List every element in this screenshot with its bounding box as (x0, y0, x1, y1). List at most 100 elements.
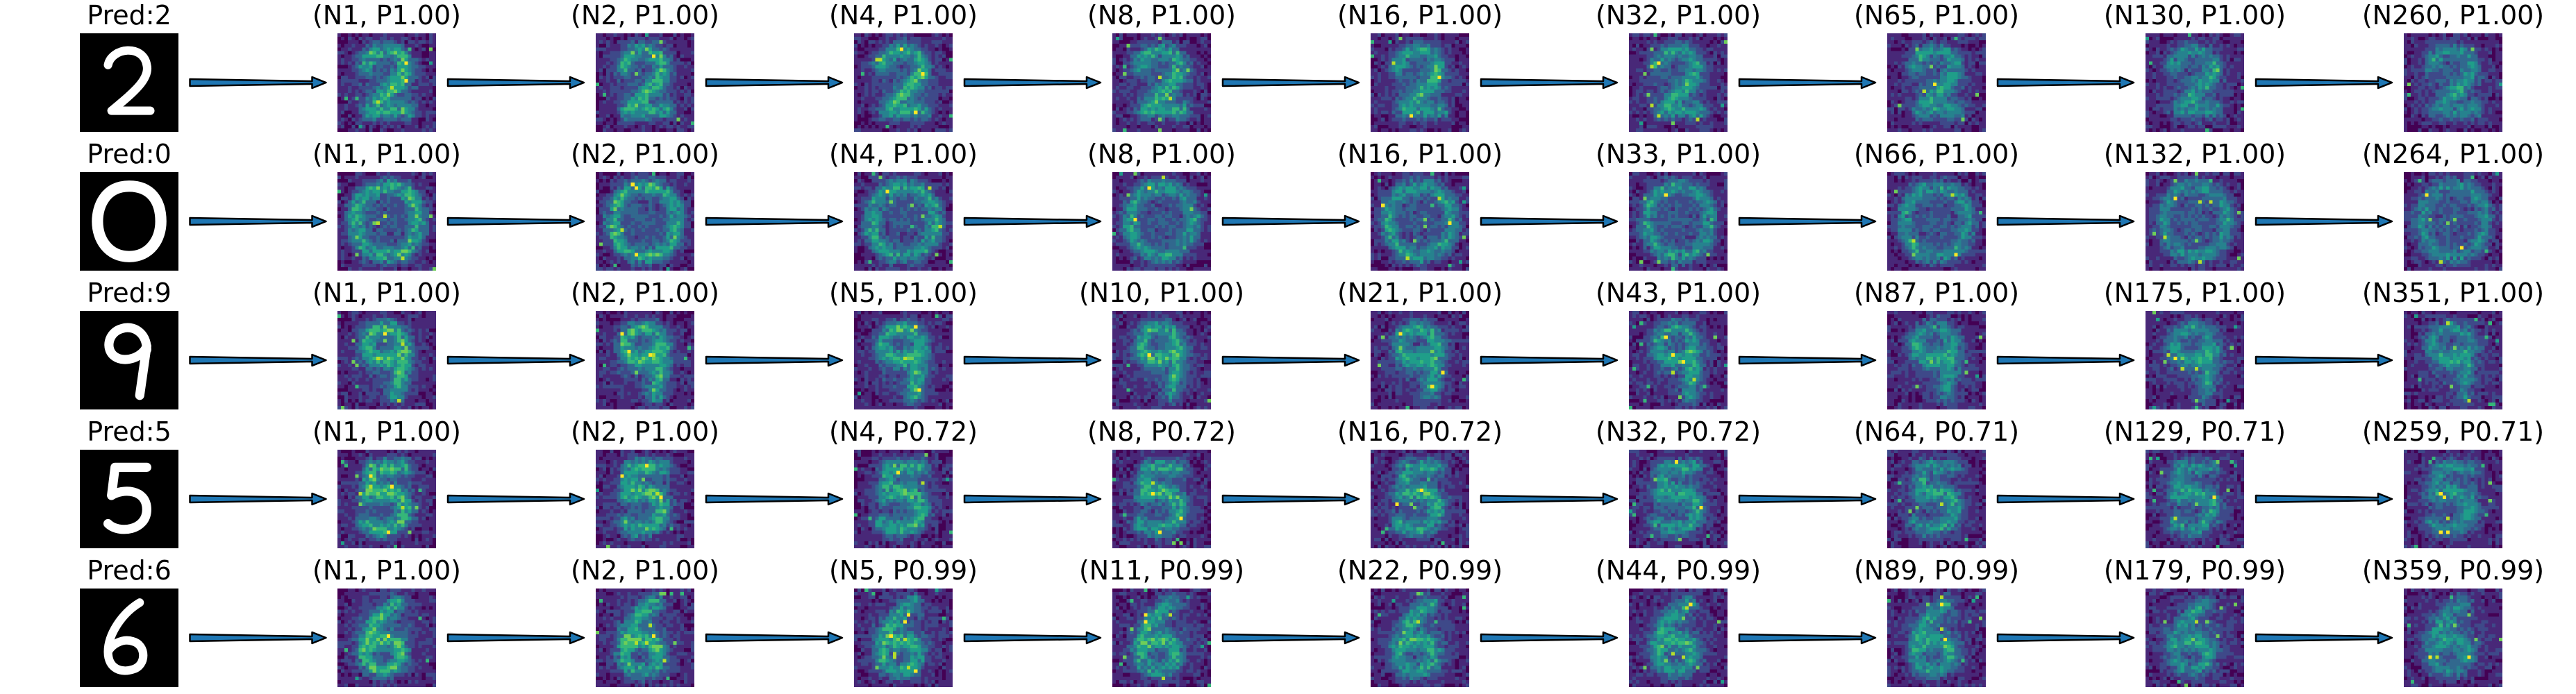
saliency-heatmap (1887, 172, 1986, 271)
saliency-step-panel: (N33, P1.00) (1596, 139, 1761, 271)
arrow-icon (2255, 492, 2393, 506)
saliency-heatmap (337, 311, 436, 409)
arrow-icon (1738, 492, 1877, 506)
arrow-icon (189, 214, 327, 228)
prediction-label: Pred:5 (0, 416, 282, 447)
saliency-step-panel: (N2, P1.00) (571, 278, 719, 409)
input-digit-image (80, 172, 178, 271)
saliency-step-panel: (N21, P1.00) (1337, 278, 1503, 409)
step-label: (N16, P1.00) (1267, 139, 1573, 169)
saliency-heatmap (1629, 172, 1728, 271)
arrow-icon (1221, 214, 1360, 228)
saliency-step-panel: (N65, P1.00) (1854, 0, 2019, 132)
input-panel: Pred:0 (80, 139, 178, 271)
input-digit-image (80, 450, 178, 548)
input-panel: Pred:2 (80, 0, 178, 132)
step-label: (N1, P1.00) (234, 416, 540, 447)
step-label: (N65, P1.00) (1784, 0, 2089, 31)
arrow-icon (446, 76, 585, 90)
saliency-step-panel: (N2, P1.00) (571, 416, 719, 548)
step-label: (N4, P1.00) (751, 0, 1056, 31)
arrow-icon (705, 631, 844, 645)
saliency-heatmap (854, 589, 953, 687)
saliency-heatmap (2404, 172, 2502, 271)
arrow-icon (1996, 631, 2135, 645)
saliency-step-panel: (N132, P1.00) (2104, 139, 2286, 271)
saliency-step-panel: (N87, P1.00) (1854, 278, 2019, 409)
saliency-heatmap (1112, 33, 1211, 132)
saliency-step-panel: (N16, P1.00) (1337, 0, 1503, 132)
arrow-icon (189, 353, 327, 367)
input-panel: Pred:6 (80, 555, 178, 687)
arrow-icon (963, 631, 1102, 645)
step-label: (N264, P1.00) (2300, 139, 2576, 169)
step-label: (N259, P0.71) (2300, 416, 2576, 447)
saliency-heatmap (1112, 450, 1211, 548)
saliency-step-panel: (N1, P1.00) (312, 555, 461, 687)
saliency-step-panel: (N259, P0.71) (2362, 416, 2544, 548)
saliency-heatmap (854, 33, 953, 132)
saliency-step-panel: (N179, P0.99) (2104, 555, 2286, 687)
step-label: (N5, P0.99) (751, 555, 1056, 586)
step-label: (N1, P1.00) (234, 139, 540, 169)
saliency-heatmap (1112, 311, 1211, 409)
step-label: (N4, P1.00) (751, 139, 1056, 169)
step-label: (N22, P0.99) (1267, 555, 1573, 586)
input-digit-image (80, 33, 178, 132)
figure-row: Pred:2 (N1, P1.00) (N2, P1.00) (N4, P1.00)(… (0, 0, 2576, 139)
arrow-icon (963, 492, 1102, 506)
figure-row: Pred:9 (N1, P1.00) (N2, P1.00) (N5, P1.00)(… (0, 278, 2576, 416)
step-label: (N1, P1.00) (234, 0, 540, 31)
arrow-icon (705, 214, 844, 228)
arrow-icon (446, 631, 585, 645)
saliency-heatmap (596, 589, 694, 687)
arrow-icon (1738, 214, 1877, 228)
saliency-step-panel: (N64, P0.71) (1854, 416, 2019, 548)
saliency-step-panel: (N43, P1.00) (1596, 278, 1761, 409)
step-label: (N1, P1.00) (234, 278, 540, 308)
saliency-step-panel: (N16, P1.00) (1337, 139, 1503, 271)
step-label: (N32, P1.00) (1525, 0, 1831, 31)
step-label: (N11, P0.99) (1009, 555, 1314, 586)
arrow-icon (1996, 492, 2135, 506)
saliency-heatmap (1887, 33, 1986, 132)
step-label: (N16, P1.00) (1267, 0, 1573, 31)
saliency-heatmap (854, 450, 953, 548)
prediction-label: Pred:2 (0, 0, 282, 31)
step-label: (N32, P0.72) (1525, 416, 1831, 447)
saliency-step-panel: (N8, P1.00) (1087, 139, 1236, 271)
input-panel: Pred:5 (80, 416, 178, 548)
step-label: (N4, P0.72) (751, 416, 1056, 447)
saliency-heatmap (596, 311, 694, 409)
step-label: (N351, P1.00) (2300, 278, 2576, 308)
arrow-icon (1996, 214, 2135, 228)
saliency-heatmap (596, 33, 694, 132)
saliency-heatmap (2146, 172, 2244, 271)
step-label: (N2, P1.00) (492, 555, 798, 586)
saliency-heatmap (2146, 450, 2244, 548)
step-label: (N260, P1.00) (2300, 0, 2576, 31)
arrow-icon (1221, 492, 1360, 506)
saliency-step-panel: (N175, P1.00) (2104, 278, 2286, 409)
arrow-icon (963, 76, 1102, 90)
input-panel: Pred:9 (80, 278, 178, 409)
arrow-icon (1480, 214, 1619, 228)
step-label: (N2, P1.00) (492, 0, 798, 31)
saliency-heatmap (2404, 450, 2502, 548)
step-label: (N64, P0.71) (1784, 416, 2089, 447)
arrow-icon (1738, 76, 1877, 90)
saliency-step-panel: (N260, P1.00) (2362, 0, 2544, 132)
step-label: (N44, P0.99) (1525, 555, 1831, 586)
arrow-icon (189, 631, 327, 645)
prediction-label: Pred:6 (0, 555, 282, 586)
saliency-step-panel: (N8, P1.00) (1087, 0, 1236, 132)
arrow-icon (963, 214, 1102, 228)
step-label: (N359, P0.99) (2300, 555, 2576, 586)
saliency-step-panel: (N1, P1.00) (312, 416, 461, 548)
arrow-icon (189, 492, 327, 506)
arrow-icon (446, 353, 585, 367)
saliency-step-panel: (N16, P0.72) (1337, 416, 1503, 548)
saliency-heatmap (1371, 450, 1469, 548)
step-label: (N2, P1.00) (492, 278, 798, 308)
saliency-step-panel: (N66, P1.00) (1854, 139, 2019, 271)
